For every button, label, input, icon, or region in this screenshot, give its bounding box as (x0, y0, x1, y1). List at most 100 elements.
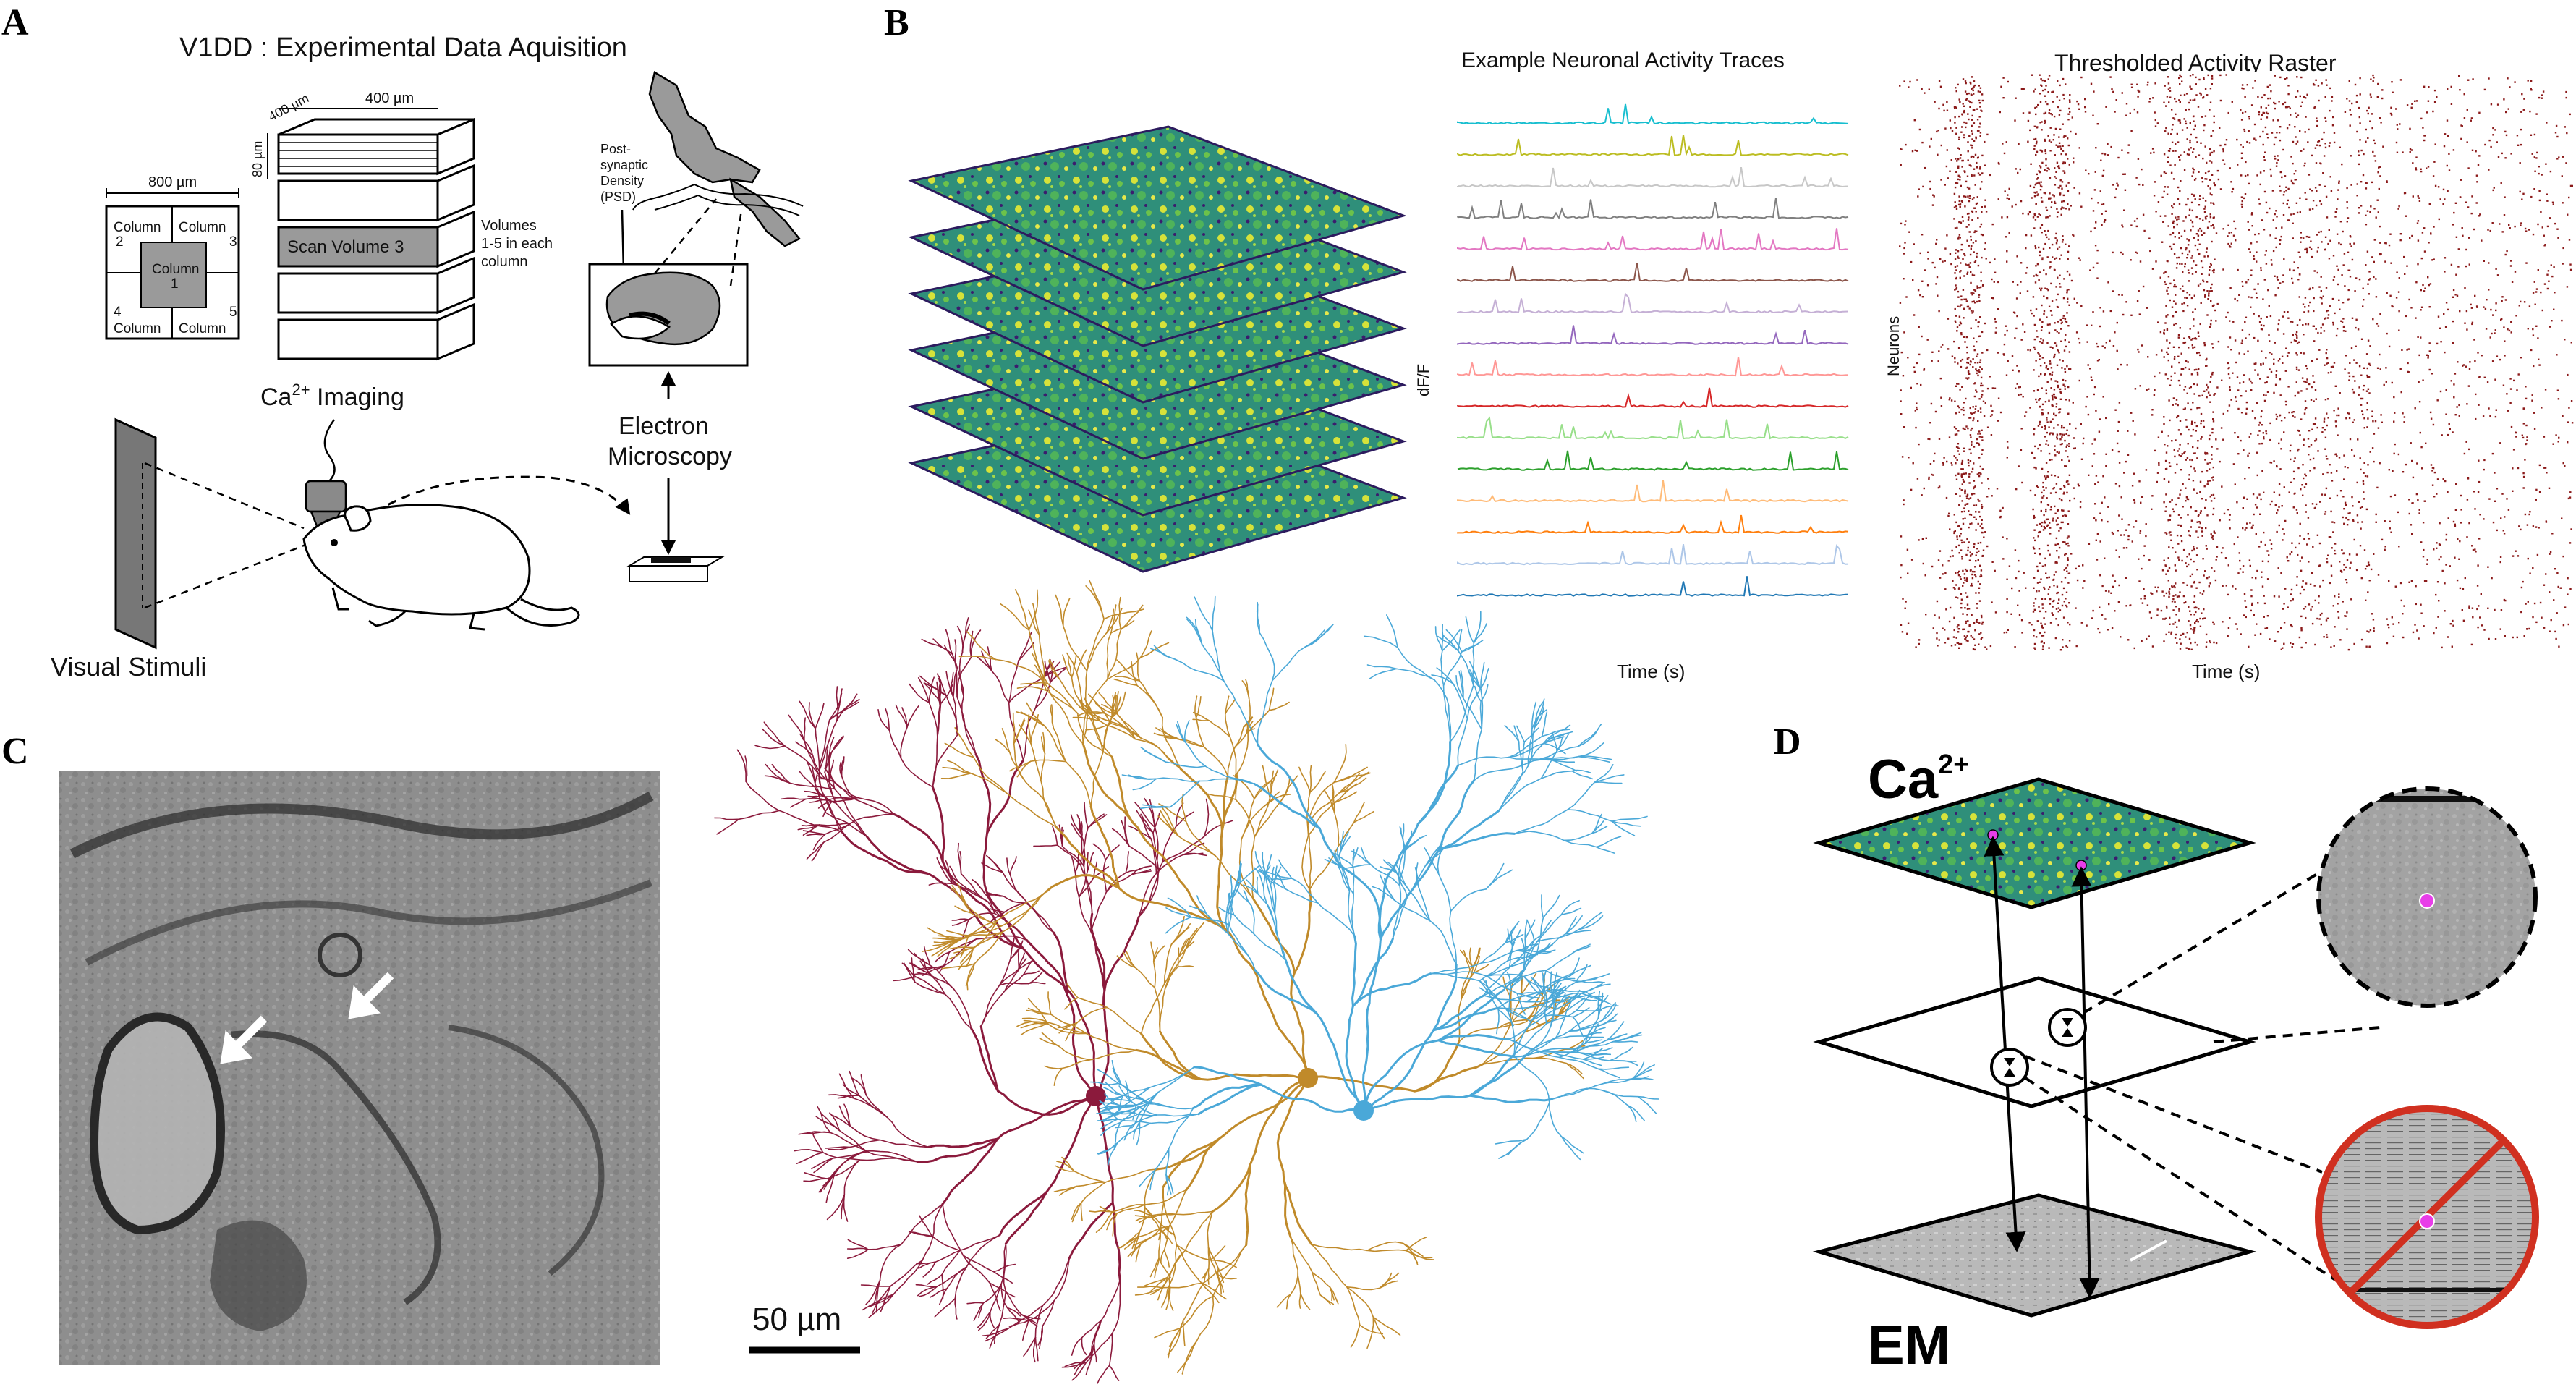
raster-event (2191, 549, 2193, 552)
raster-event (2041, 491, 2043, 494)
raster-event (2042, 481, 2044, 484)
raster-event (1900, 148, 1902, 150)
raster-event (2188, 534, 2190, 536)
raster-event (2358, 394, 2360, 396)
raster-event (1982, 549, 1985, 551)
raster-event (1984, 646, 1986, 648)
raster-event (2058, 530, 2060, 532)
raster-event (2045, 234, 2047, 236)
raster-event (2373, 260, 2375, 263)
raster-event (1929, 438, 1931, 441)
raster-event (1960, 602, 1963, 605)
raster-event (2190, 435, 2193, 437)
raster-event (2179, 638, 2181, 640)
raster-event (2280, 235, 2282, 238)
raster-event (2033, 145, 2036, 147)
raster-event (2041, 321, 2044, 323)
raster-event (2182, 290, 2185, 292)
raster-event (1955, 132, 1957, 135)
raster-event (2198, 78, 2201, 81)
raster-event (1968, 464, 1970, 467)
raster-event (2277, 360, 2280, 362)
raster-event (1981, 206, 1983, 208)
raster-event (1963, 111, 1965, 114)
raster-event (2366, 374, 2368, 377)
raster-event (2169, 384, 2172, 386)
raster-event (2033, 433, 2035, 436)
raster-event (2564, 606, 2567, 608)
raster-event (1976, 603, 1978, 605)
raster-event (2211, 446, 2213, 448)
raster-event (2202, 157, 2204, 160)
raster-event (2044, 623, 2046, 625)
raster-event (1901, 456, 1904, 458)
raster-event (2323, 131, 2325, 134)
raster-event (2175, 614, 2177, 616)
raster-event (1964, 80, 1967, 82)
raster-event (2185, 487, 2187, 489)
raster-event (1973, 516, 1976, 518)
raster-event (1924, 269, 1926, 271)
raster-event (2163, 416, 2165, 418)
raster-event (2448, 169, 2451, 171)
raster-event (2240, 144, 2242, 146)
raster-event (2292, 162, 2294, 165)
raster-event (1965, 553, 1968, 556)
raster-event (2365, 508, 2368, 511)
raster-event (2035, 273, 2037, 276)
raster-event (2314, 440, 2316, 442)
raster-event (2211, 535, 2214, 538)
raster-event (2348, 412, 2350, 415)
raster-event (2142, 213, 2145, 216)
raster-event (2059, 84, 2061, 87)
raster-event (1936, 632, 1938, 635)
raster-event (2045, 164, 2047, 167)
raster-event (2063, 98, 2065, 100)
raster-event (2047, 91, 2049, 93)
raster-event (2164, 618, 2166, 620)
raster-event (2175, 323, 2177, 325)
raster-event (2030, 234, 2033, 237)
raster-event (2436, 399, 2439, 402)
raster-event (2190, 339, 2193, 341)
raster-event (2346, 524, 2349, 526)
raster-event (2167, 359, 2169, 362)
raster-event (2068, 459, 2070, 462)
raster-event (2044, 192, 2046, 195)
raster-event (2036, 182, 2039, 184)
raster-event (1965, 472, 1967, 475)
raster-event (2263, 111, 2266, 114)
raster-event (2168, 480, 2170, 483)
raster-event (2171, 109, 2173, 111)
raster-event (2036, 336, 2039, 338)
raster-event (1982, 400, 1985, 402)
raster-event (2300, 488, 2302, 491)
raster-event (2293, 261, 2295, 263)
raster-event (2360, 397, 2363, 400)
raster-event (1959, 576, 1962, 578)
raster-event (1939, 258, 1942, 260)
raster-event (2533, 365, 2535, 368)
raster-event (2209, 187, 2211, 190)
raster-event (2118, 402, 2121, 404)
raster-event (2342, 601, 2344, 603)
raster-event (1971, 300, 1973, 303)
raster-event (2270, 543, 2273, 545)
raster-event (1978, 511, 1981, 513)
raster-event (2418, 509, 2420, 511)
raster-event (2038, 182, 2041, 185)
raster-event (2222, 621, 2224, 623)
raster-event (2034, 648, 2036, 650)
raster-event (2198, 368, 2200, 370)
raster-event (2003, 152, 2006, 155)
raster-event (2313, 340, 2316, 342)
raster-event (2210, 533, 2212, 535)
raster-event (2210, 202, 2212, 204)
raster-event (2016, 365, 2018, 367)
raster-event (2248, 559, 2251, 561)
raster-event (1973, 345, 1975, 347)
raster-event (2209, 88, 2212, 90)
raster-event (2195, 606, 2198, 609)
raster-event (2308, 236, 2311, 238)
raster-event (2428, 284, 2430, 287)
